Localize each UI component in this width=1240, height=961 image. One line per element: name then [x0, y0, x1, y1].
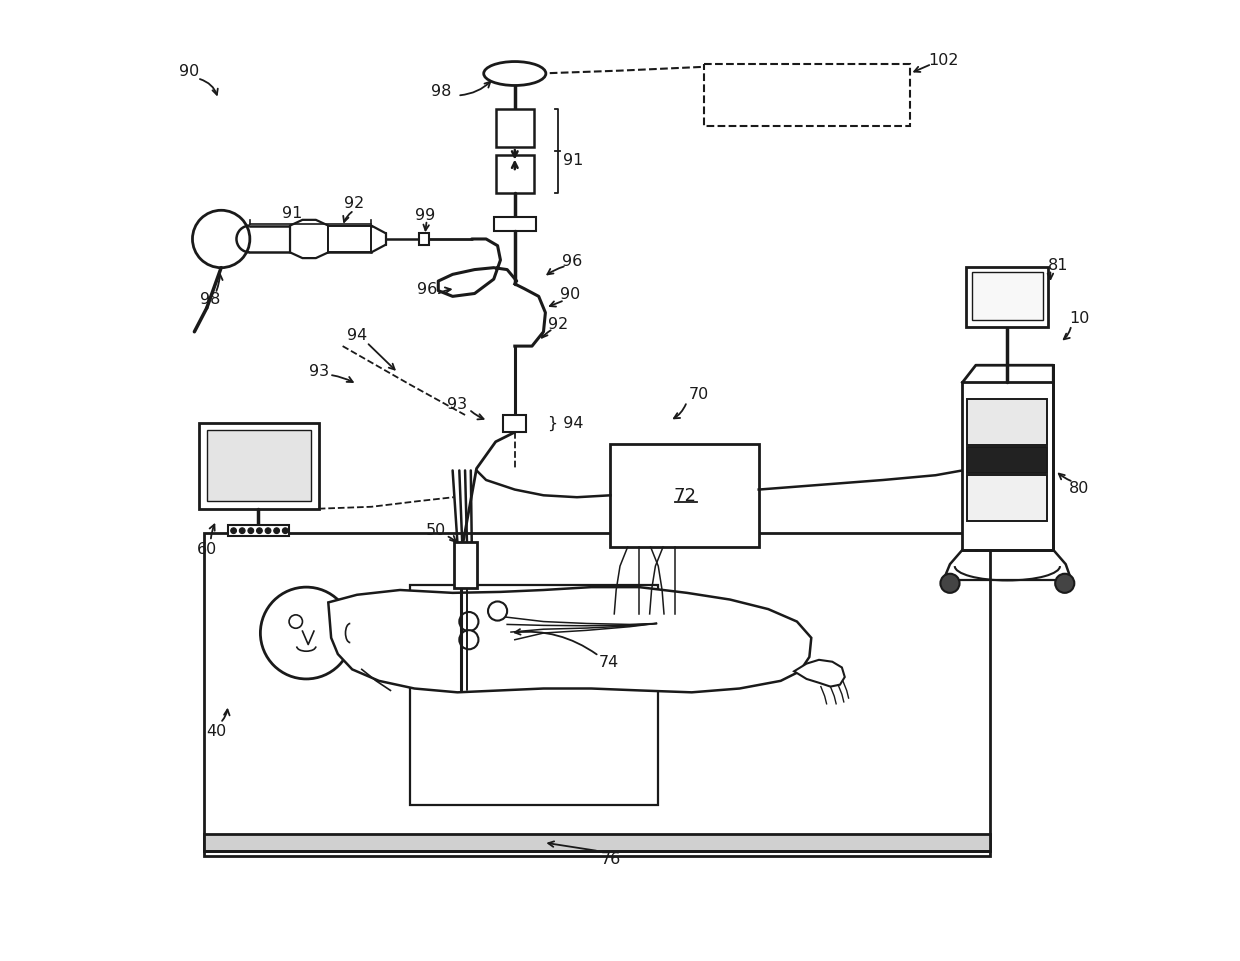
- Circle shape: [265, 529, 270, 534]
- Polygon shape: [329, 587, 811, 693]
- Text: 98: 98: [432, 85, 451, 99]
- Text: 72: 72: [673, 487, 697, 505]
- Text: 90: 90: [180, 64, 200, 79]
- Text: 96: 96: [417, 282, 436, 297]
- Polygon shape: [290, 221, 329, 259]
- Circle shape: [459, 612, 479, 631]
- Circle shape: [231, 529, 237, 534]
- Bar: [503, 415, 526, 432]
- Text: 91: 91: [563, 153, 583, 168]
- Circle shape: [489, 602, 507, 621]
- Circle shape: [940, 574, 960, 593]
- Bar: [967, 476, 1047, 522]
- Text: 80: 80: [1069, 480, 1089, 496]
- Text: 50: 50: [427, 523, 446, 537]
- Circle shape: [257, 529, 263, 534]
- Text: 90: 90: [560, 286, 580, 302]
- Text: 93: 93: [309, 363, 329, 378]
- Bar: [228, 526, 289, 537]
- Bar: [972, 273, 1043, 321]
- Bar: [967, 447, 1047, 474]
- Bar: [419, 234, 429, 245]
- Text: 102: 102: [928, 53, 959, 67]
- Text: 60: 60: [197, 542, 217, 556]
- Circle shape: [283, 529, 288, 534]
- Text: } 94: } 94: [548, 415, 584, 431]
- Text: 96: 96: [562, 254, 583, 268]
- Text: 94: 94: [347, 328, 367, 343]
- Text: 98: 98: [201, 291, 221, 307]
- Circle shape: [239, 529, 246, 534]
- Text: 91: 91: [281, 206, 303, 220]
- Text: 70: 70: [688, 387, 708, 402]
- Bar: [496, 156, 534, 194]
- Text: 40: 40: [206, 724, 227, 738]
- Polygon shape: [966, 267, 1049, 328]
- Text: 99: 99: [414, 208, 435, 222]
- Circle shape: [248, 529, 254, 534]
- Text: 92: 92: [548, 316, 568, 332]
- Bar: [967, 399, 1047, 445]
- Bar: [207, 431, 311, 502]
- Text: 93: 93: [448, 397, 467, 411]
- Bar: [203, 834, 991, 851]
- Circle shape: [192, 211, 249, 268]
- Text: 81: 81: [1048, 259, 1069, 273]
- Bar: [200, 423, 319, 509]
- Bar: [329, 227, 371, 253]
- Text: 10: 10: [1069, 310, 1089, 326]
- Text: 92: 92: [343, 196, 365, 210]
- Circle shape: [260, 587, 352, 679]
- Circle shape: [1055, 574, 1074, 593]
- Circle shape: [459, 630, 479, 650]
- Circle shape: [274, 529, 279, 534]
- Bar: [203, 533, 991, 856]
- Text: 76: 76: [600, 851, 620, 867]
- Bar: [494, 218, 536, 233]
- Bar: [409, 585, 658, 805]
- Bar: [610, 444, 759, 548]
- Text: 74: 74: [599, 654, 619, 670]
- Bar: [962, 383, 1053, 551]
- Ellipse shape: [484, 62, 546, 86]
- Polygon shape: [794, 660, 844, 687]
- Bar: [704, 65, 910, 127]
- Bar: [496, 110, 534, 148]
- Bar: [454, 543, 476, 588]
